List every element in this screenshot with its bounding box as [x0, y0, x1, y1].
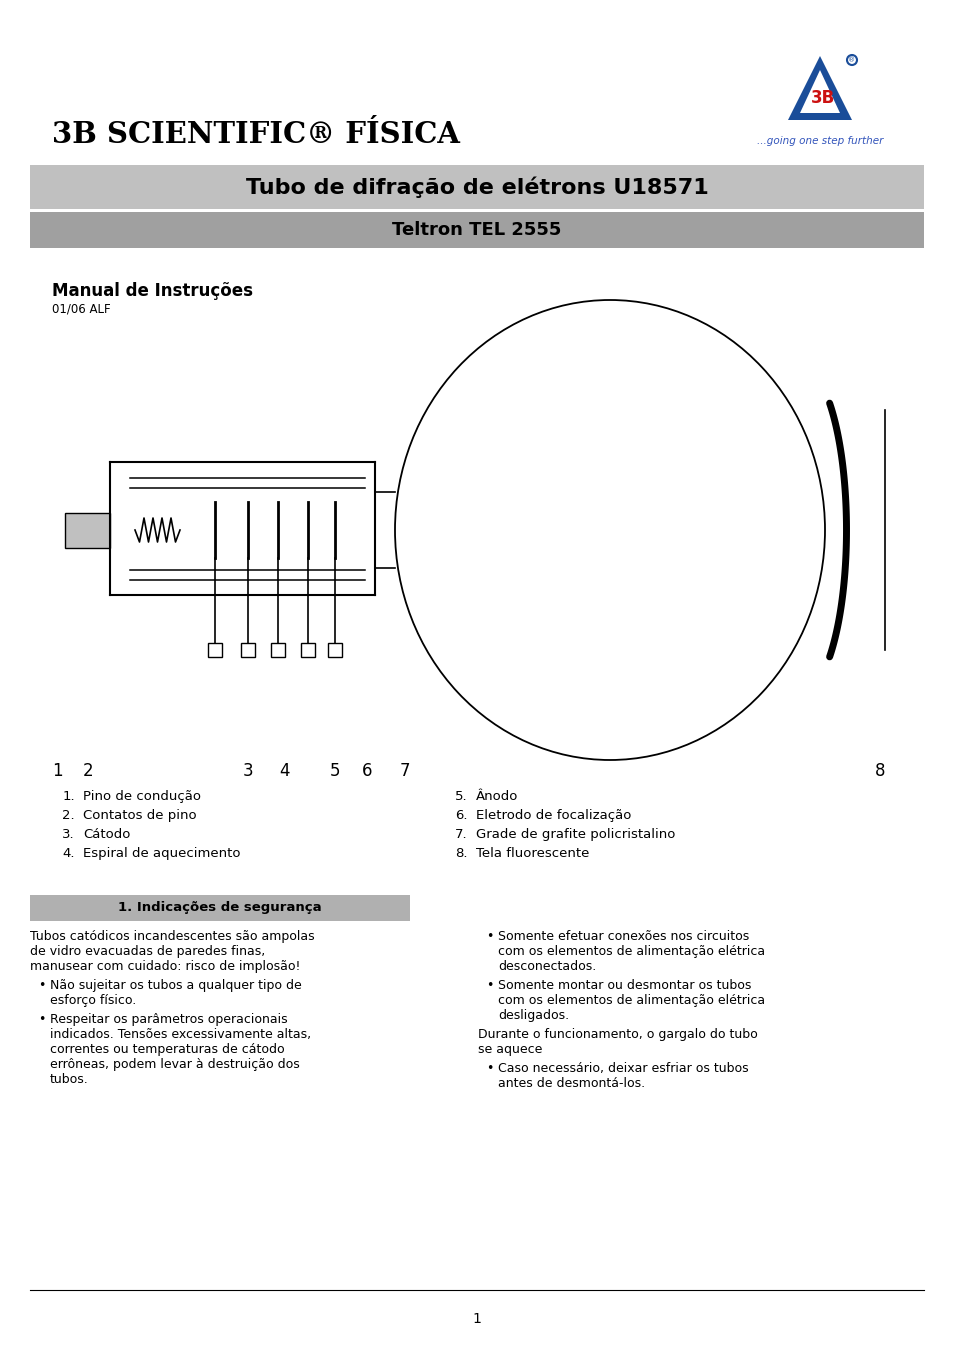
Text: ...going one step further: ...going one step further	[756, 136, 882, 146]
Bar	[30, 212, 923, 249]
Text: de vidro evacuadas de paredes finas,: de vidro evacuadas de paredes finas,	[30, 944, 265, 958]
Text: esforço físico.: esforço físico.	[50, 994, 136, 1006]
Text: 01/06 ALF: 01/06 ALF	[52, 303, 111, 315]
Bar	[301, 643, 314, 657]
Text: 3B SCIENTIFIC® FÍSICA: 3B SCIENTIFIC® FÍSICA	[52, 120, 459, 149]
Bar	[65, 512, 110, 547]
Polygon shape	[787, 55, 851, 120]
Circle shape	[846, 55, 856, 65]
Text: 8: 8	[874, 762, 884, 780]
Text: 4: 4	[279, 762, 290, 780]
Text: •: •	[485, 1062, 493, 1075]
Text: Tubos catódicos incandescentes são ampolas: Tubos catódicos incandescentes são ampol…	[30, 929, 314, 943]
Text: 1: 1	[51, 762, 62, 780]
Text: Não sujeitar os tubos a qualquer tipo de: Não sujeitar os tubos a qualquer tipo de	[50, 979, 301, 992]
Text: errôneas, podem levar à destruição dos: errôneas, podem levar à destruição dos	[50, 1058, 299, 1071]
Bar	[208, 643, 222, 657]
Text: 1. Indicações de segurança: 1. Indicações de segurança	[118, 901, 321, 915]
Text: Respeitar os parâmetros operacionais: Respeitar os parâmetros operacionais	[50, 1013, 287, 1025]
Bar	[271, 643, 285, 657]
Polygon shape	[800, 70, 840, 113]
Text: tubos.: tubos.	[50, 1073, 89, 1086]
Text: Eletrodo de focalização: Eletrodo de focalização	[476, 809, 631, 821]
Text: se aquece: se aquece	[477, 1043, 542, 1056]
Text: Espiral de aquecimento: Espiral de aquecimento	[83, 847, 240, 861]
Text: 7.: 7.	[455, 828, 468, 842]
Text: 6.: 6.	[455, 809, 468, 821]
Text: 1: 1	[472, 1312, 481, 1325]
Text: 3.: 3.	[62, 828, 75, 842]
Text: Pino de condução: Pino de condução	[83, 790, 201, 802]
Text: 7: 7	[399, 762, 410, 780]
Text: ®: ®	[847, 57, 855, 63]
Text: 2: 2	[83, 762, 93, 780]
Text: correntes ou temperaturas de cátodo: correntes ou temperaturas de cátodo	[50, 1043, 284, 1056]
Bar	[241, 643, 254, 657]
Bar	[30, 165, 923, 209]
Text: 4.: 4.	[63, 847, 75, 861]
Text: Tubo de difração de elétrons U18571: Tubo de difração de elétrons U18571	[245, 176, 708, 197]
Text: indicados. Tensões excessivamente altas,: indicados. Tensões excessivamente altas,	[50, 1028, 311, 1042]
Text: desconectados.: desconectados.	[497, 961, 596, 973]
Text: Caso necessário, deixar esfriar os tubos: Caso necessário, deixar esfriar os tubos	[497, 1062, 748, 1075]
Text: Tela fluorescente: Tela fluorescente	[476, 847, 589, 861]
Text: 3B: 3B	[810, 89, 834, 107]
Text: Cátodo: Cátodo	[83, 828, 131, 842]
Bar	[328, 643, 341, 657]
Text: manusear com cuidado: risco de implosão!: manusear com cuidado: risco de implosão!	[30, 961, 300, 973]
Text: com os elementos de alimentação elétrica: com os elementos de alimentação elétrica	[497, 994, 764, 1006]
Text: 1.: 1.	[62, 790, 75, 802]
Text: •: •	[38, 979, 46, 992]
Text: Manual de Instruções: Manual de Instruções	[52, 282, 253, 300]
Text: Somente efetuar conexões nos circuitos: Somente efetuar conexões nos circuitos	[497, 929, 748, 943]
Text: 3: 3	[242, 762, 253, 780]
Text: 5.: 5.	[455, 790, 468, 802]
Text: Contatos de pino: Contatos de pino	[83, 809, 196, 821]
Text: Durante o funcionamento, o gargalo do tubo: Durante o funcionamento, o gargalo do tu…	[477, 1028, 757, 1042]
Text: •: •	[38, 1013, 46, 1025]
Text: antes de desmontá-los.: antes de desmontá-los.	[497, 1077, 644, 1090]
Text: •: •	[485, 929, 493, 943]
Bar	[30, 894, 410, 921]
Text: 8.: 8.	[455, 847, 468, 861]
Text: Teltron TEL 2555: Teltron TEL 2555	[392, 222, 561, 239]
Text: desligados.: desligados.	[497, 1009, 569, 1021]
Text: 6: 6	[361, 762, 372, 780]
Text: Ânodo: Ânodo	[476, 790, 517, 802]
Text: 2.: 2.	[62, 809, 75, 821]
Text: •: •	[485, 979, 493, 992]
Text: com os elementos de alimentação elétrica: com os elementos de alimentação elétrica	[497, 944, 764, 958]
Text: Grade de grafite policristalino: Grade de grafite policristalino	[476, 828, 675, 842]
Text: Somente montar ou desmontar os tubos: Somente montar ou desmontar os tubos	[497, 979, 751, 992]
Text: 5: 5	[330, 762, 340, 780]
